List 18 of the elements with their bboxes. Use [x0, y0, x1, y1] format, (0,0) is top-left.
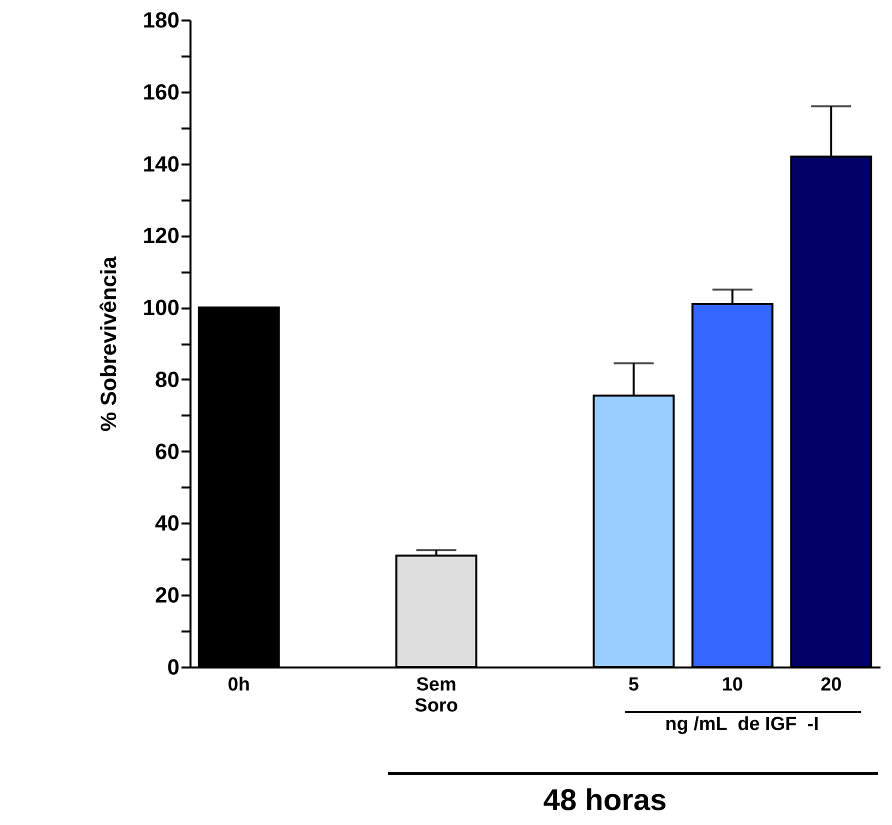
x-tick-label: 0h	[228, 674, 250, 696]
y-tick-label: 80	[155, 366, 180, 392]
y-axis-title: % Sobrevivência	[96, 256, 121, 432]
y-tick-label: 20	[155, 582, 180, 608]
x-tick-label: 20	[820, 674, 842, 696]
y-tick-label: 0	[167, 654, 180, 680]
text: ng /mL de IGF -I	[665, 714, 819, 735]
y-tick-label: 180	[142, 8, 180, 32]
y-tick-label: 120	[142, 223, 180, 248]
x-tick-label: Sem Soro	[414, 674, 458, 716]
y-tick-label: 100	[142, 295, 180, 320]
y-tick-label: 60	[155, 438, 180, 464]
x-tick-label: 5	[628, 674, 640, 696]
x-tick-label: 10	[722, 674, 743, 696]
y-tick-label: 140	[142, 151, 180, 176]
text: 48 horas	[543, 784, 667, 818]
y-tick-label: 160	[142, 79, 180, 104]
y-tick-label: 40	[155, 510, 180, 536]
